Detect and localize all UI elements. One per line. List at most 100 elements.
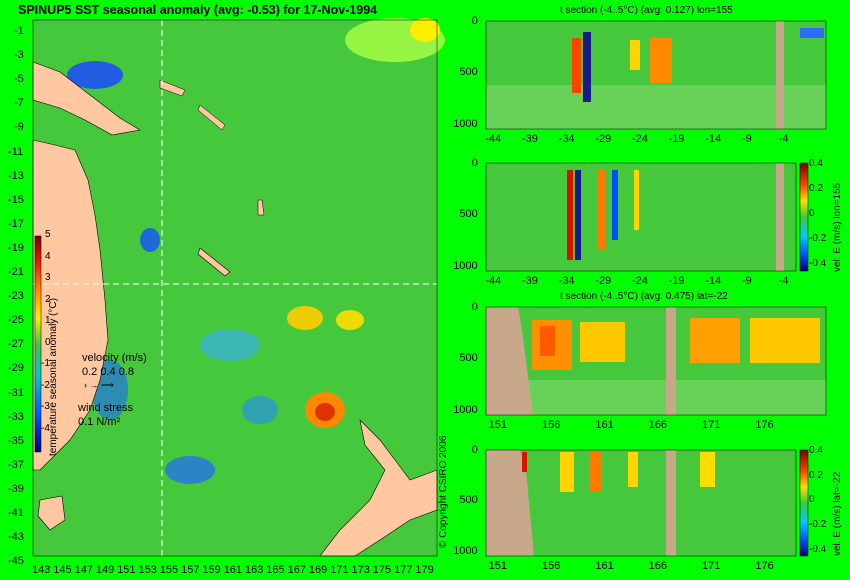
panel-2-land bbox=[776, 163, 784, 271]
map-lat-tick-label: -23 bbox=[8, 290, 24, 303]
panel-2 bbox=[485, 162, 809, 272]
panel-2-feature bbox=[575, 170, 581, 260]
copyright-text: © Copyright CSIRO 2006 bbox=[438, 435, 449, 548]
anomaly-patch bbox=[410, 18, 440, 42]
map-lon-tick-label: 145 bbox=[53, 564, 72, 576]
anomaly-patch bbox=[315, 403, 335, 421]
panel-1-y-tick: 1000 bbox=[453, 117, 478, 130]
panel-1-y-tick: 0 bbox=[471, 15, 478, 27]
panel-3-feature bbox=[750, 318, 820, 363]
anomaly-patch bbox=[242, 396, 278, 424]
australia-land bbox=[32, 139, 109, 471]
panel-2-colorbar-tick: -0.2 bbox=[809, 233, 827, 245]
anomaly-patch bbox=[67, 61, 123, 89]
panel-4-x-tick: 166 bbox=[648, 560, 668, 572]
panel-4-colorbar-tick: 0.4 bbox=[809, 445, 823, 456]
panel-3-title: t section (-4..5°C) (avg: 0.475) lat=-22 bbox=[560, 291, 728, 302]
map-lat-tick-label: -7 bbox=[14, 97, 24, 110]
panel-3-feature bbox=[580, 322, 625, 362]
panel-4-feature bbox=[628, 452, 638, 487]
panel-4-colorbar bbox=[799, 449, 809, 557]
panel-1-frame bbox=[485, 20, 827, 130]
map-colorbar-gradient bbox=[34, 235, 42, 453]
map-lon-tick-label: 167 bbox=[287, 564, 306, 576]
panel-3-feature bbox=[540, 326, 555, 356]
panel-2-x-tick: -34 bbox=[558, 275, 575, 287]
panel-4-x-tick: 176 bbox=[755, 560, 774, 572]
panel-4-x-tick: 151 bbox=[488, 560, 508, 572]
panel-2-x-tick: -44 bbox=[485, 275, 502, 287]
panel-1-deep bbox=[486, 85, 826, 129]
velocity-arrows-icon: › → ⟶ bbox=[84, 380, 114, 390]
panel-2-feature bbox=[567, 170, 573, 260]
island bbox=[159, 79, 186, 97]
panel-4-colorbar-tick: 0.2 bbox=[809, 469, 823, 481]
panel-4-y-tick: 500 bbox=[459, 494, 478, 507]
map-lat-tick-label: -1 bbox=[14, 25, 24, 37]
panel-3-x-tick: 176 bbox=[755, 419, 774, 431]
panel-4-feature bbox=[590, 452, 602, 492]
map-lat-tick-label: -39 bbox=[8, 482, 24, 495]
main-title: SPINUP5 SST seasonal anomaly (avg: -0.53… bbox=[18, 3, 378, 17]
panel-1-x-tick: -4 bbox=[778, 133, 789, 145]
map-colorbar-tick: 5 bbox=[45, 229, 51, 240]
map-colorbar-label: temperature seasonal anomaly (°C) bbox=[48, 298, 59, 456]
panel-4-frame bbox=[485, 449, 797, 557]
map-lat-tick-label: -35 bbox=[8, 434, 24, 447]
panel-2-feature bbox=[634, 170, 639, 230]
panel-4-colorbar-tick: -0.4 bbox=[809, 543, 827, 555]
panel-4-x-tick: 171 bbox=[702, 560, 721, 572]
map-lat-tick-label: -15 bbox=[8, 193, 24, 206]
map-lat-tick-label: -17 bbox=[8, 217, 24, 230]
panel-2-x-tick: -9 bbox=[742, 275, 752, 287]
panel-4-y-tick: 0 bbox=[471, 444, 478, 456]
panel-4-land bbox=[486, 450, 534, 556]
panel-4-colorbar-tick: -0.2 bbox=[809, 518, 827, 530]
sst-map bbox=[32, 18, 445, 557]
panel-4-colorbar-tick: 0 bbox=[809, 494, 815, 506]
panel-2-colorbar-tick: -0.4 bbox=[809, 258, 827, 270]
map-lon-tick-label: 163 bbox=[245, 564, 264, 576]
map-lat-tick-label: -9 bbox=[14, 121, 24, 134]
panel-2-x-tick: -29 bbox=[595, 275, 612, 287]
map-colorbar-tick: 3 bbox=[45, 272, 51, 283]
panel-4-x-tick: 161 bbox=[595, 560, 614, 572]
wind-legend-value: 0.1 N/m² bbox=[78, 416, 121, 428]
map-lon-tick-label: 177 bbox=[394, 564, 413, 576]
panel-1-x-tick: -29 bbox=[595, 133, 612, 145]
panel-1 bbox=[485, 20, 827, 130]
panel-1-feature bbox=[630, 40, 640, 70]
wind-legend-title: wind stress bbox=[78, 402, 134, 414]
map-lon-tick-label: 165 bbox=[266, 564, 285, 576]
panel-4-feature bbox=[700, 452, 715, 487]
panel-3 bbox=[485, 306, 827, 416]
panel-1-land bbox=[776, 21, 784, 129]
panel-1-y-tick: 500 bbox=[459, 66, 478, 79]
panel-3-x-tick: 156 bbox=[542, 419, 561, 431]
anomaly-patch bbox=[165, 456, 215, 484]
panel-2-frame bbox=[485, 162, 797, 272]
map-lat-tick-label: -19 bbox=[8, 241, 24, 254]
panel-2-x-tick: -4 bbox=[778, 275, 789, 287]
map-lon-tick-label: 169 bbox=[308, 564, 328, 576]
panel-3-y-tick: 500 bbox=[459, 352, 478, 365]
map-lat-tick-label: -29 bbox=[8, 362, 24, 375]
map-colorbar-tick: -3 bbox=[41, 401, 50, 412]
panel-3-x-tick: 161 bbox=[595, 419, 614, 431]
panel-1-x-tick: -19 bbox=[668, 133, 685, 145]
map-lon-tick-label: 179 bbox=[415, 564, 434, 576]
map-colorbar bbox=[34, 235, 42, 453]
map-lon-tick-label: 155 bbox=[159, 564, 179, 576]
panel-3-x-tick: 171 bbox=[702, 419, 721, 431]
map-colorbar-tick: 0 bbox=[45, 336, 51, 348]
map-lat-tick-label: -37 bbox=[8, 458, 24, 471]
anomaly-patch bbox=[140, 228, 160, 252]
map-lon-tick-label: 159 bbox=[202, 564, 221, 576]
panel-3-deep bbox=[486, 380, 826, 415]
map-lon-tick-label: 157 bbox=[181, 564, 200, 576]
panel-2-colorbar-tick: 0 bbox=[809, 208, 815, 220]
panel-2-colorbar-label: vel. E (m/s) lon=155 bbox=[832, 182, 843, 272]
panel-2-y-tick: 1000 bbox=[453, 259, 478, 272]
map-lon-tick-label: 147 bbox=[74, 564, 93, 576]
map-lat-tick-label: -45 bbox=[8, 555, 24, 568]
